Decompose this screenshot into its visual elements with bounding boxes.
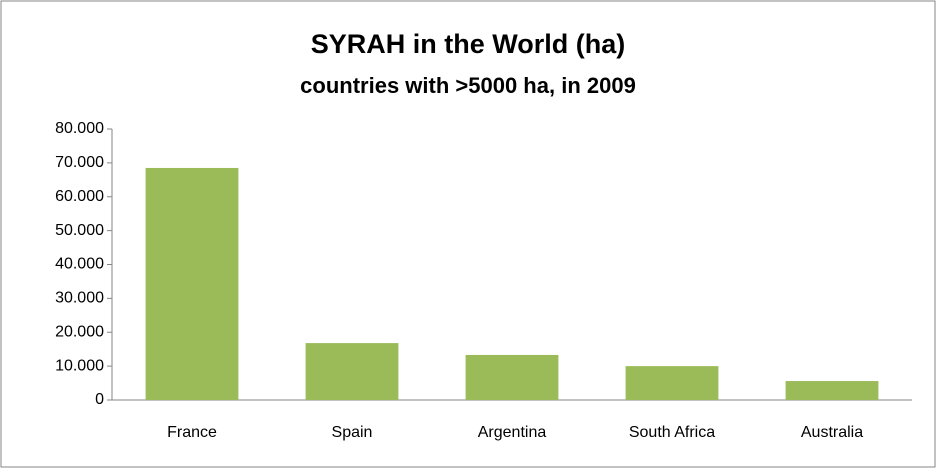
- x-tick-label: South Africa: [629, 424, 715, 441]
- bar: [785, 381, 879, 400]
- chart-subtitle: countries with >5000 ha, in 2009: [300, 73, 636, 98]
- x-tick-label: France: [167, 424, 217, 441]
- bar: [465, 354, 559, 400]
- x-tick-label: Argentina: [478, 424, 547, 441]
- y-tick-label: 50.000: [55, 222, 104, 239]
- y-tick-label: 10.000: [55, 357, 104, 374]
- y-tick-label: 30.000: [55, 290, 104, 307]
- bar: [625, 366, 719, 400]
- y-tick-label: 60.000: [55, 188, 104, 205]
- y-tick-label: 0: [95, 391, 104, 408]
- x-tick-label: Spain: [332, 424, 373, 441]
- bar: [145, 167, 239, 400]
- x-tick-label: Australia: [801, 424, 863, 441]
- y-tick-label: 70.000: [55, 154, 104, 171]
- y-tick-label: 80.000: [55, 120, 104, 137]
- y-tick-label: 20.000: [55, 323, 104, 340]
- chart-title: SYRAH in the World (ha): [311, 29, 626, 59]
- y-tick-label: 40.000: [55, 256, 104, 273]
- bar: [305, 343, 399, 400]
